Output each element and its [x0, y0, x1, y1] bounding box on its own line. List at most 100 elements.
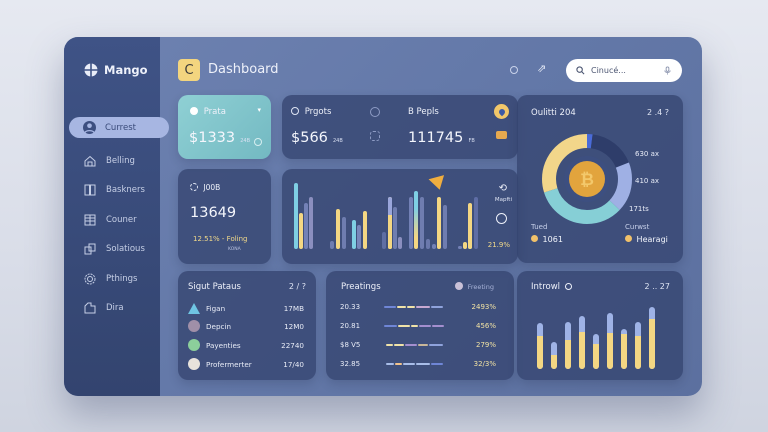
- prgots-label-wrap: Prgots: [291, 107, 331, 117]
- smile-icon: [370, 107, 380, 117]
- pepls-value: 111745: [408, 130, 464, 146]
- jood-label-wrap: J00B: [190, 183, 220, 192]
- donut-footer-right-label: Curwst: [625, 223, 650, 231]
- warning-icon: [188, 302, 200, 314]
- sidebar-item-dira[interactable]: Dira: [64, 294, 160, 324]
- sidebar-item-label: Dira: [106, 303, 124, 314]
- sidebar-item-belling[interactable]: Belling: [64, 146, 160, 176]
- search-input[interactable]: Cinucé...: [591, 66, 626, 75]
- preatings-card: Preatings Freeting 20.33 2493% 20.81 456…: [326, 271, 514, 380]
- prgots-card[interactable]: Prgots $566 24B B Pepls 111745 FB: [282, 95, 518, 159]
- table-row[interactable]: Depcin 12M0: [188, 316, 304, 336]
- dropdown-icon[interactable]: ▾: [257, 106, 261, 114]
- header: C Dashboard ⇗ Cinucé...: [178, 59, 682, 83]
- page-title: Dashboard: [208, 62, 279, 77]
- avatar: [188, 320, 200, 332]
- prata-value: $1333: [189, 130, 236, 146]
- row-value: 32/3%: [473, 360, 496, 368]
- microphone-icon[interactable]: [663, 66, 672, 75]
- donut-label-1: 630 ax: [635, 150, 660, 158]
- row-value: 12M0: [284, 321, 304, 331]
- table-row[interactable]: Figan 17MB: [188, 298, 304, 318]
- share-icon[interactable]: ⇗: [537, 62, 547, 75]
- sidebar-nav: Currest Belling Baskners Couner Solatiou…: [64, 117, 169, 324]
- bar-last-2: [474, 197, 478, 249]
- preatings-title: Preatings: [341, 282, 381, 292]
- progress-segments: [384, 306, 444, 308]
- legend-label: Freeting: [467, 283, 494, 291]
- book-icon: [84, 184, 96, 196]
- search-box[interactable]: Cinucé...: [566, 59, 682, 82]
- sidebar-item-label: Belling: [106, 155, 135, 166]
- list-item[interactable]: 20.33 2493%: [340, 297, 496, 317]
- brand[interactable]: Mango: [84, 63, 148, 77]
- jood-value: 13649: [190, 205, 237, 221]
- list-item[interactable]: $8 V5 279%: [340, 335, 496, 355]
- sidebar-item-label: Pthings: [106, 273, 138, 284]
- app-window: Mango Currest Belling Baskners Couner So…: [64, 37, 702, 396]
- row-key: 20.33: [340, 303, 361, 311]
- smile-icon: [564, 283, 572, 290]
- sidebar-item-pthings[interactable]: Pthings: [64, 264, 160, 294]
- gear-icon: [84, 273, 96, 285]
- sidebar-item-label: Baskners: [106, 185, 145, 196]
- columns-icon: [84, 214, 96, 226]
- donut-label-3: 171ts: [629, 205, 649, 213]
- introwl-title-wrap: Introwl: [531, 282, 572, 292]
- donut-chart: ₿: [542, 134, 632, 224]
- sigut-header-tag[interactable]: 2 / ?: [288, 282, 306, 291]
- settings-icon[interactable]: [254, 138, 262, 146]
- row-key: 32.85: [340, 360, 361, 368]
- refresh-icon: [190, 183, 198, 191]
- donut-footer-left-value: 1061: [542, 235, 563, 244]
- user-icon: [83, 121, 96, 134]
- row-value: 22740: [281, 340, 304, 350]
- sidebar-item-currest[interactable]: Currest: [69, 117, 169, 138]
- donut-header-tag[interactable]: 2 .4 ?: [646, 108, 669, 117]
- sidebar-item-couner[interactable]: Couner: [64, 205, 160, 235]
- sidebar-item-solatious[interactable]: Solatious: [64, 235, 160, 265]
- sigut-card: Sigut Pataus 2 / ? Figan 17MB Depcin 12M…: [178, 271, 316, 380]
- sigut-title: Sigut Pataus: [188, 282, 241, 292]
- list-item[interactable]: 20.81 456%: [340, 316, 496, 336]
- chip-icon: [370, 131, 380, 141]
- table-row[interactable]: Profermerter 17/40: [188, 354, 304, 374]
- jood-label: J00B: [203, 183, 221, 192]
- yellow-dot-icon: [625, 235, 632, 242]
- pepls-label: B Pepls: [408, 107, 439, 117]
- search-icon: [576, 66, 585, 75]
- compass-icon[interactable]: ⟲: [498, 183, 507, 194]
- donut-label-2: 410 ax: [635, 177, 660, 185]
- table-row[interactable]: Payenties 22740: [188, 335, 304, 355]
- prata-label: Prata: [203, 107, 226, 117]
- legend-dot-icon: [454, 282, 463, 290]
- bar-side-label: Mapfti: [494, 197, 512, 203]
- donut-card: Oulitti 204 2 .4 ? ₿ 630 ax 410 ax 171ts…: [517, 95, 683, 263]
- copy-icon: [84, 243, 96, 255]
- preatings-legend[interactable]: Freeting: [454, 282, 494, 291]
- prgots-value-wrap: $566 24B: [291, 127, 343, 146]
- wheel-icon[interactable]: [496, 213, 507, 224]
- row-key: 20.81: [340, 322, 361, 330]
- jood-card[interactable]: J00B 13649 12.51% - Foling KONA: [178, 169, 271, 264]
- status-icon[interactable]: [510, 66, 518, 74]
- introwl-title: Introwl: [531, 282, 561, 292]
- introwl-card: Introwl 2 .. 27: [517, 271, 683, 380]
- introwl-header-tag[interactable]: 2 .. 27: [644, 282, 670, 291]
- progress-segments: [385, 363, 443, 365]
- progress-segments: [383, 325, 444, 327]
- prgots-label: Prgots: [304, 107, 332, 117]
- folder-icon: [84, 302, 96, 314]
- sidebar-item-baskners[interactable]: Baskners: [64, 176, 160, 206]
- card-icon: [496, 131, 507, 139]
- donut-footer-left-label: Tued: [531, 223, 548, 231]
- jood-delta: 12.51% - Foling: [193, 235, 248, 243]
- prata-card[interactable]: Prata ▾ $1333 24B: [178, 95, 271, 159]
- bar-side-value: 21.9%: [487, 241, 510, 249]
- bitcoin-icon: ₿: [580, 170, 594, 190]
- avatar: [188, 339, 200, 351]
- prgots-value: $566: [291, 130, 328, 146]
- list-item[interactable]: 32.85 32/3%: [340, 354, 496, 374]
- pepls-value-wrap: 111745 FB: [408, 127, 475, 146]
- drop-badge-icon: [494, 104, 509, 119]
